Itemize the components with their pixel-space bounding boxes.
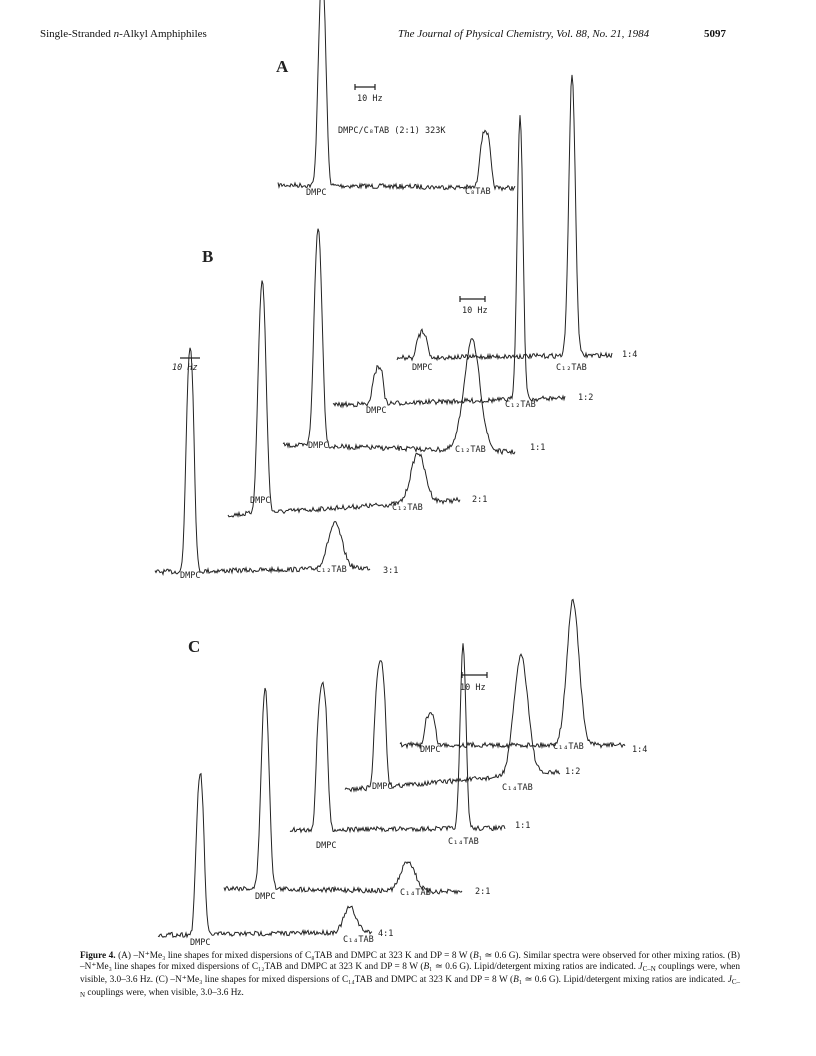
text: J	[638, 962, 643, 972]
ratio-label: 2:1	[475, 887, 490, 897]
detergent-label: C₁₂TAB	[455, 445, 486, 455]
lipid-label: DMPC	[255, 892, 275, 902]
detergent-label: C₁₂TAB	[392, 503, 423, 513]
spectrum-trace	[332, 115, 566, 409]
text: Single-Stranded	[40, 28, 114, 40]
text: n	[113, 28, 120, 40]
text: C–N	[642, 965, 656, 973]
text: Figure 4.	[80, 951, 116, 961]
spectrum-trace	[289, 643, 506, 834]
spectrum-trace	[154, 347, 371, 577]
detergent-label: C₁₂TAB	[556, 363, 587, 373]
detergent-label: C₁₄TAB	[448, 837, 479, 847]
spectrum-trace	[227, 280, 461, 518]
detergent-label: C₁₂TAB	[316, 565, 347, 575]
lipid-label: DMPC	[306, 188, 326, 198]
ratio-label: 4:1	[378, 929, 393, 939]
scale-label: 10 Hz	[357, 94, 383, 104]
lipid-label: DMPC	[250, 496, 270, 506]
scale-label: 10 Hz	[462, 306, 488, 316]
scale-label: 10 Hz	[172, 363, 198, 373]
lipid-label: DMPC	[420, 745, 440, 755]
ratio-label: 1:2	[565, 767, 580, 777]
spectrum-trace	[277, 0, 516, 192]
panel-label: C	[188, 637, 200, 656]
text: couplings were, when visible, 3.0–3.6 Hz…	[85, 988, 244, 998]
lipid-label: DMPC	[190, 938, 210, 945]
detergent-label: C₁₂TAB	[505, 400, 536, 410]
detergent-label: C₁₄TAB	[343, 935, 374, 945]
lipid-label: DMPC	[308, 441, 328, 451]
text: (A) –N⁺Me₃ line shapes for mixed dispers…	[115, 951, 473, 961]
running-head: Single-Stranded n-Alkyl Amphiphiles	[40, 28, 207, 40]
panel-label: B	[202, 247, 213, 266]
detergent-label: C₁₄TAB	[553, 742, 584, 752]
text: B	[513, 975, 519, 985]
spectrum-trace	[396, 74, 613, 362]
spectrum-trace	[223, 687, 463, 895]
text: ₁ ≃ 0.6 G). Lipid/detergent mixing ratio…	[518, 975, 728, 985]
text: J	[727, 975, 732, 985]
detergent-label: C₈TAB	[465, 187, 491, 197]
scale-label: 10 Hz	[460, 683, 486, 693]
page-number: 5097	[704, 28, 726, 40]
text: ₁ ≃ 0.6 G). Similar spectra were observe…	[80, 951, 740, 972]
ratio-label: 1:1	[530, 443, 545, 453]
ratio-label: 3:1	[383, 566, 398, 576]
text: B	[423, 962, 430, 972]
lipid-label: DMPC	[372, 782, 392, 792]
detergent-label: C₁₄TAB	[400, 888, 431, 898]
condition-label: DMPC/C₈TAB (2:1) 323K	[338, 126, 446, 136]
text: -Alkyl Amphiphiles	[119, 28, 207, 40]
text: B	[472, 951, 479, 961]
lipid-label: DMPC	[366, 406, 386, 416]
journal-name: The Journal of Physical Chemistry, Vol. …	[398, 28, 650, 40]
figure-caption: Figure 4. (A) –N⁺Me₃ line shapes for mix…	[80, 951, 740, 1001]
text: C–N	[80, 978, 740, 999]
ratio-label: 1:4	[632, 745, 647, 755]
text: ₁ ≃ 0.6 G). Lipid/detergent mixing ratio…	[429, 962, 639, 972]
spectrum-trace	[157, 772, 373, 939]
figure: A 10 Hz DMPC/C₈TAB (2:1) 323K DMPC C₈TAB B 10 …	[154, 0, 647, 945]
ratio-label: 1:4	[622, 350, 637, 360]
ratio-label: 1:2	[578, 393, 593, 403]
spectrum-trace	[399, 598, 626, 750]
ratio-label: 1:1	[515, 821, 530, 831]
ratio-label: 2:1	[472, 495, 487, 505]
panel-label: A	[276, 57, 289, 76]
lipid-label: DMPC	[180, 571, 200, 581]
lipid-label: DMPC	[412, 363, 432, 373]
text: couplings were, when visible, 3.0–3.6 Hz…	[80, 962, 740, 985]
spectrum-trace	[344, 653, 561, 793]
spectrum-trace	[282, 228, 516, 456]
detergent-label: C₁₄TAB	[502, 783, 533, 793]
lipid-label: DMPC	[316, 841, 336, 851]
